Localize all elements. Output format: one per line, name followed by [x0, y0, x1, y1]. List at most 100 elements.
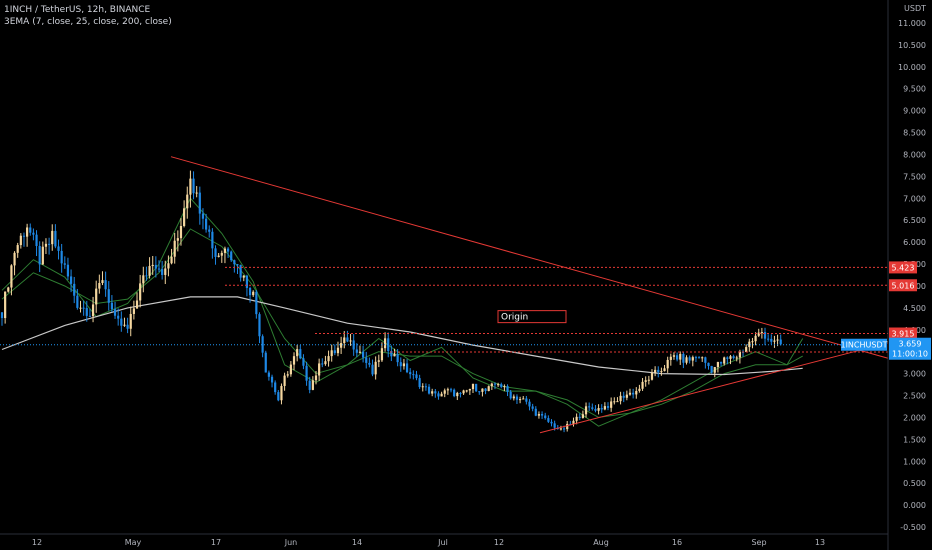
descending-trendline — [170, 156, 889, 359]
candle-body — [167, 263, 170, 269]
candle-body — [201, 213, 205, 219]
candle-body — [79, 307, 82, 309]
candle-body — [289, 364, 292, 375]
ema-25-line — [1, 228, 803, 418]
candle-body — [654, 369, 657, 373]
candle-body — [198, 192, 201, 214]
candle-body — [226, 248, 230, 252]
candle-body — [286, 374, 289, 376]
candle-body — [547, 418, 550, 422]
candle-body — [443, 390, 446, 394]
candle-body — [255, 291, 258, 315]
candle-body — [506, 386, 509, 392]
candle-body — [462, 390, 465, 394]
candle-body — [409, 372, 412, 375]
candle-body — [19, 235, 22, 246]
candle-body — [120, 318, 123, 326]
ema-200-line — [1, 296, 803, 376]
time-tick-label: 16 — [672, 538, 682, 547]
candle-body — [110, 302, 113, 310]
indicator-title[interactable]: 3EMA (7, close, 25, close, 200, close) — [4, 17, 172, 27]
candle-body — [98, 283, 101, 289]
candle-body — [371, 364, 374, 375]
price-tick-label: 4.500 — [903, 304, 926, 313]
candle-body — [421, 386, 424, 388]
time-tick-label: Jul — [437, 538, 448, 547]
candle-body — [292, 356, 296, 365]
chart-legend: 1INCH / TetherUS, 12h, BINANCE 3EMA (7, … — [4, 4, 172, 28]
candle-body — [779, 339, 782, 345]
candle-body — [424, 386, 427, 388]
candle-body — [603, 406, 606, 410]
countdown-label: 11:00:10 — [892, 350, 928, 359]
candle-body — [374, 361, 377, 375]
candle-body — [82, 307, 85, 309]
candle-body — [318, 363, 321, 376]
candle-body — [261, 336, 264, 353]
candle-body — [446, 389, 449, 391]
symbol-title[interactable]: 1INCH / TetherUS, 12h, BINANCE — [4, 5, 151, 15]
candle-body — [493, 383, 497, 385]
candle-body — [183, 208, 186, 226]
candle-body — [691, 357, 694, 361]
candle-body — [453, 389, 456, 397]
candle-body — [490, 383, 493, 387]
candle-body — [484, 388, 487, 391]
candle-body — [440, 393, 443, 397]
candle-body — [471, 383, 475, 390]
candle-body — [173, 240, 176, 257]
candle-body — [522, 398, 525, 400]
candle-body — [242, 275, 245, 278]
drawings[interactable]: Origin — [0, 156, 889, 434]
candle-body — [584, 406, 588, 415]
time-tick-label: 14 — [352, 538, 362, 547]
candle-body — [566, 423, 569, 430]
candle-body — [283, 375, 286, 386]
candle-body — [650, 372, 654, 380]
candle-body — [732, 356, 735, 359]
candle-body — [405, 363, 409, 373]
candle-body — [553, 423, 556, 428]
candle-body — [60, 250, 63, 264]
candle-body — [330, 350, 333, 357]
candle-body — [22, 235, 26, 237]
candle-body — [117, 315, 120, 319]
candle-body — [343, 337, 346, 344]
price-tick-label: 7.000 — [903, 194, 926, 203]
price-tick-label: 6.000 — [903, 238, 926, 247]
candle-body — [139, 283, 142, 301]
candle-body — [324, 361, 327, 365]
candle-body — [327, 356, 330, 362]
candle-body — [449, 389, 453, 391]
candle-body — [214, 248, 217, 257]
candle-body — [757, 332, 760, 336]
candle-body — [707, 362, 710, 366]
candle-body — [575, 416, 578, 421]
candle-body — [713, 367, 716, 373]
candle-body — [336, 347, 340, 354]
candle-body — [660, 371, 663, 373]
candle-body — [38, 245, 41, 265]
candle-body — [531, 406, 534, 409]
candle-body — [606, 406, 610, 408]
candle-body — [95, 288, 98, 305]
candle-body — [189, 178, 192, 195]
candle-body — [459, 392, 462, 394]
candle-body — [710, 365, 713, 373]
symbol-tag — [841, 338, 887, 351]
candle-body — [647, 379, 650, 381]
candle-body — [217, 255, 220, 257]
price-tick-label: 3.000 — [903, 370, 926, 379]
level-tag — [889, 261, 917, 274]
candle-body — [726, 357, 729, 359]
candle-body — [666, 359, 669, 369]
candle-body — [572, 420, 575, 425]
price-tick-label: 7.500 — [903, 172, 926, 181]
candle-body — [305, 365, 308, 381]
candle-body — [578, 416, 581, 418]
candle-body — [280, 385, 283, 401]
time-axis[interactable]: 12 May 17 Jun 14 Jul 12 Aug 16 Sep 13 — [0, 533, 888, 547]
candle-body — [54, 230, 57, 247]
candle-body — [157, 268, 161, 270]
